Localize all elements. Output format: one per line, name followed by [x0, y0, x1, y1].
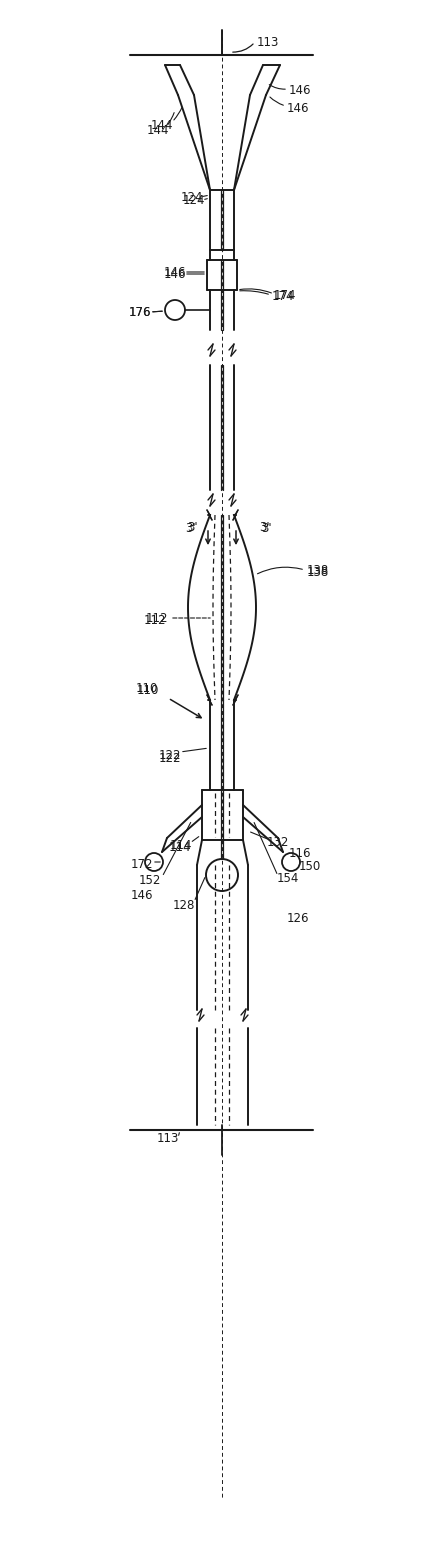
- Circle shape: [206, 859, 238, 892]
- Text: 176: 176: [129, 306, 151, 318]
- Text: 3': 3': [259, 521, 269, 533]
- Text: 132: 132: [267, 836, 289, 848]
- Text: 3': 3': [260, 522, 271, 535]
- Text: 174: 174: [274, 288, 296, 301]
- Text: 154: 154: [277, 871, 299, 884]
- Text: 124: 124: [181, 190, 203, 204]
- Text: 122: 122: [159, 751, 181, 764]
- Text: 113: 113: [257, 36, 279, 48]
- Text: 113: 113: [157, 1132, 179, 1144]
- Text: 112: 112: [144, 614, 166, 627]
- Circle shape: [165, 299, 185, 320]
- Text: 144: 144: [151, 118, 173, 131]
- Text: 3': 3': [185, 522, 195, 535]
- Text: 146: 146: [164, 268, 186, 281]
- Text: 112: 112: [146, 611, 168, 625]
- Text: 3': 3': [187, 521, 197, 533]
- Text: 110: 110: [137, 683, 159, 697]
- Text: 146: 146: [289, 84, 311, 97]
- Text: 128: 128: [173, 898, 195, 912]
- Circle shape: [282, 853, 300, 871]
- Text: 124: 124: [183, 193, 205, 206]
- Text: 126: 126: [287, 912, 309, 924]
- Text: 176: 176: [129, 306, 151, 318]
- Text: 152: 152: [139, 873, 161, 887]
- Text: 110: 110: [136, 681, 158, 694]
- Text: 150: 150: [299, 859, 321, 873]
- Text: 138: 138: [307, 566, 329, 578]
- Circle shape: [145, 853, 163, 871]
- Text: 138: 138: [307, 563, 329, 577]
- Text: 144: 144: [147, 123, 169, 137]
- Text: 116: 116: [289, 847, 311, 859]
- Text: 114: 114: [170, 839, 192, 851]
- Text: 122: 122: [159, 748, 181, 761]
- Text: 174: 174: [272, 290, 294, 302]
- Text: 114: 114: [169, 840, 191, 853]
- Text: 146: 146: [131, 889, 153, 901]
- Text: 146: 146: [287, 101, 309, 114]
- Text: 146: 146: [164, 265, 186, 279]
- Text: 172: 172: [131, 857, 153, 870]
